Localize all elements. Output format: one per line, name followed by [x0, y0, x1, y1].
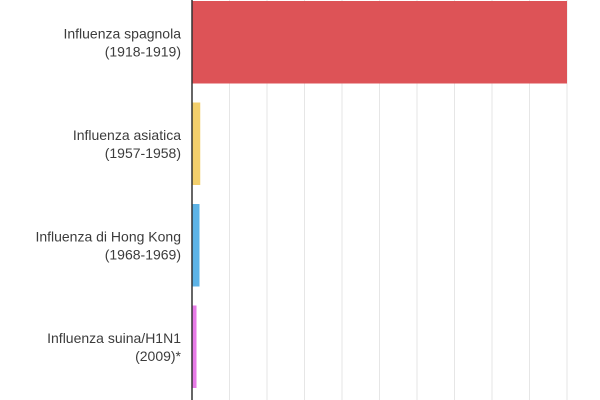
- bar: [192, 1, 567, 84]
- category-labels: Influenza spagnola (1918-1919) Influenza a…: [35, 25, 181, 364]
- bar: [192, 305, 197, 388]
- category-label-line: (1957-1958): [105, 145, 181, 161]
- category-label-line: (1968-1969): [105, 246, 181, 262]
- category-label-line: Influenza suina/H1N1: [47, 330, 181, 346]
- bar: [192, 102, 201, 185]
- category-label-line: (1918-1919): [105, 43, 181, 59]
- category-label: Influenza di Hong Kong (1968-1969): [35, 228, 181, 262]
- category-label-line: Influenza spagnola: [63, 25, 181, 41]
- bar: [192, 204, 200, 287]
- category-label-line: Influenza asiatica: [73, 127, 181, 143]
- category-label: Influenza spagnola (1918-1919): [63, 25, 181, 59]
- bars: [192, 1, 567, 388]
- category-label: Influenza asiatica (1957-1958): [73, 127, 181, 161]
- category-label-line: Influenza di Hong Kong: [35, 228, 181, 244]
- category-label: Influenza suina/H1N1 (2009)*: [47, 330, 181, 364]
- category-label-line: (2009)*: [135, 348, 181, 364]
